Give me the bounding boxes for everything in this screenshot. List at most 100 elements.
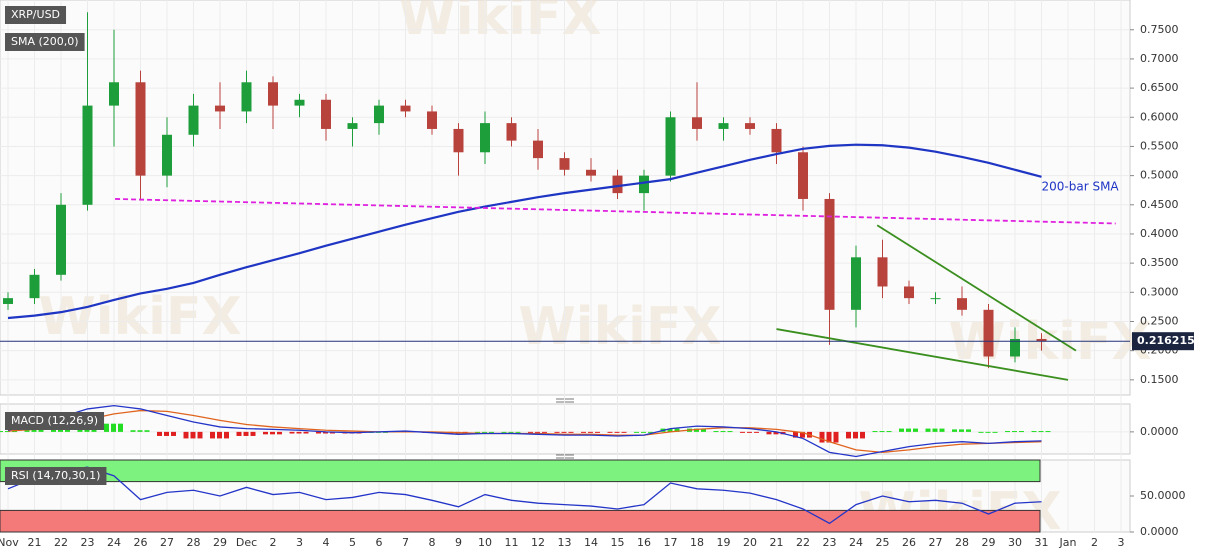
x-tick-label: 6: [376, 536, 383, 549]
x-tick-label: 23: [81, 536, 95, 549]
x-tick-label: 18: [690, 536, 704, 549]
macd-histogram: [508, 431, 514, 433]
x-tick-label: 14: [584, 536, 598, 549]
macd-histogram: [648, 431, 653, 433]
macd-histogram: [1012, 431, 1017, 433]
trend-line: [776, 328, 1069, 381]
x-tick-label: 31: [1035, 536, 1049, 549]
x-tick-label: 3: [296, 536, 303, 549]
legend-box: [5, 33, 85, 51]
x-tick-label: 22: [54, 536, 68, 549]
candle-body: [798, 152, 808, 199]
macd-histogram: [1031, 431, 1037, 433]
macd-histogram: [588, 431, 593, 433]
macd-histogram: [959, 429, 964, 432]
macd-histogram: [210, 431, 215, 439]
macd-histogram: [171, 431, 176, 436]
macd-histogram: [1005, 431, 1010, 433]
macd-histogram: [740, 431, 745, 433]
macd-histogram: [966, 429, 971, 432]
macd-histogram: [554, 431, 560, 433]
x-tick-label: 17: [664, 536, 678, 549]
candle-body: [56, 204, 66, 275]
macd-histogram: [886, 431, 892, 433]
macd-histogram: [5, 431, 10, 433]
candle-body: [533, 140, 543, 159]
rsi-upper-zone: [0, 459, 1041, 483]
x-tick-label: 9: [455, 536, 462, 549]
x-tick-label: 4: [323, 536, 330, 549]
macd-histogram: [104, 423, 109, 432]
price-label-box: [1132, 332, 1194, 351]
sma-annotation: 200-bar SMA: [1042, 179, 1120, 193]
candle-body: [877, 257, 888, 287]
macd-histogram: [826, 431, 832, 443]
x-tick-label: 26: [134, 536, 148, 549]
macd-histogram: [164, 431, 169, 436]
macd-histogram: [701, 428, 706, 432]
macd-histogram: [899, 428, 904, 432]
rsi-title-box: [5, 467, 107, 485]
candle-body: [3, 298, 13, 304]
candle-body: [82, 105, 93, 205]
macd-histogram: [323, 431, 328, 434]
macd-histogram: [243, 431, 249, 436]
candle-body: [268, 82, 278, 106]
macd-histogram: [766, 431, 772, 435]
macd-line: [7, 404, 1042, 458]
macd-histogram: [906, 428, 911, 432]
macd-histogram: [489, 431, 494, 433]
macd-histogram: [190, 431, 196, 439]
macd-histogram: [754, 431, 759, 433]
candle-body: [1010, 338, 1020, 357]
macd-histogram: [667, 428, 673, 432]
candle-body: [109, 82, 119, 106]
macd-histogram: [713, 431, 719, 433]
macd-histogram: [303, 431, 309, 434]
x-tick-label: 16: [637, 536, 651, 549]
candle-body: [162, 134, 172, 176]
candle-body: [745, 123, 755, 129]
macd-histogram: [296, 431, 302, 434]
macd-histogram: [197, 431, 203, 439]
macd-histogram: [992, 431, 998, 433]
candle-body: [321, 99, 331, 129]
macd-histogram: [607, 431, 613, 433]
macd-histogram: [1045, 431, 1051, 433]
macd-histogram: [674, 428, 680, 432]
candle-body: [771, 128, 782, 153]
rsi-line: [7, 466, 1042, 525]
macd-histogram: [694, 428, 699, 432]
candle-body: [665, 117, 676, 176]
candle-body: [294, 99, 305, 106]
macd-histogram: [641, 431, 646, 433]
x-tick-label: 29: [213, 536, 227, 549]
watermark: WikiFX: [948, 312, 1151, 372]
macd-histogram: [985, 431, 991, 433]
macd-histogram: [183, 431, 189, 439]
candle-body: [559, 158, 570, 170]
candle-body: [718, 123, 729, 129]
y-tick-label: 0.0000: [1140, 425, 1179, 438]
x-tick-label: 2: [1091, 536, 1098, 549]
macd-histogram: [833, 431, 839, 443]
y-tick-label: 0.2500: [1140, 314, 1179, 327]
candle-body: [639, 175, 649, 194]
macd-histogram: [634, 431, 639, 433]
y-tick-label: 0.6000: [1140, 110, 1179, 123]
candle-body: [188, 105, 199, 135]
candle-body: [135, 82, 146, 176]
macd-histogram: [581, 431, 586, 433]
macd-histogram: [535, 431, 540, 433]
macd-histogram: [528, 431, 533, 433]
candle-body: [347, 123, 358, 129]
macd-histogram: [137, 430, 143, 432]
macd-histogram: [270, 431, 275, 435]
macd-histogram: [773, 431, 779, 435]
macd-title-box: [5, 412, 105, 430]
macd-histogram: [561, 431, 567, 433]
legend-entry: SMA (200,0): [11, 35, 79, 48]
x-tick-label: 21: [770, 536, 784, 549]
macd-histogram: [925, 428, 931, 432]
